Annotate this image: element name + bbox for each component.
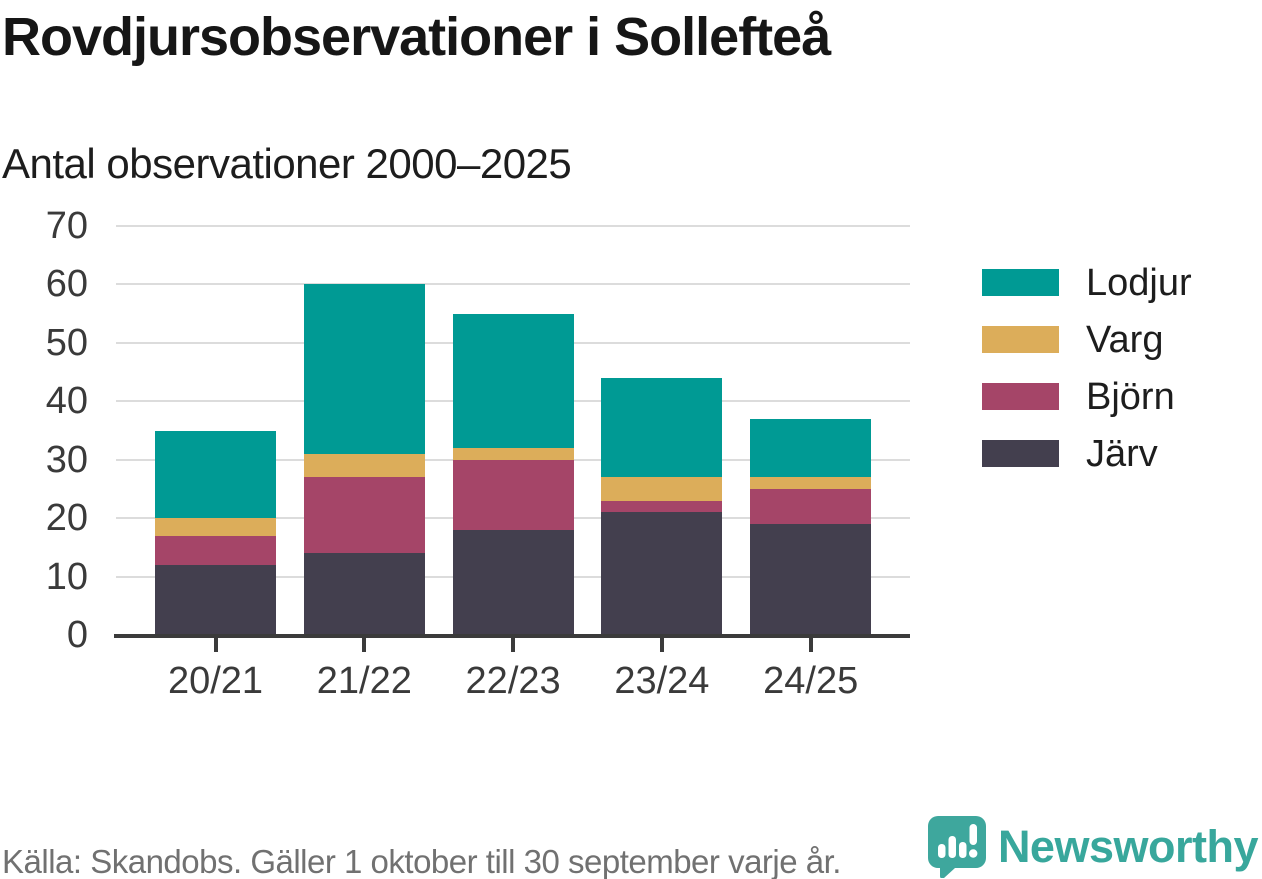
bar-segment-varg-21-22 bbox=[303, 453, 425, 478]
brand-name: Newsworthy bbox=[997, 821, 1259, 872]
y-axis-tick-label: 0 bbox=[66, 614, 88, 656]
bar-segment-järv-24-25 bbox=[750, 523, 872, 635]
x-axis-tick-label: 21/22 bbox=[316, 660, 412, 702]
bar-segment-lodjur-20-21 bbox=[155, 430, 276, 519]
x-axis-tick-label: 20/21 bbox=[167, 660, 264, 702]
bar-segment-järv-21-22 bbox=[303, 553, 425, 635]
x-axis-tick-label: 24/25 bbox=[763, 660, 859, 702]
x-axis-line bbox=[114, 634, 910, 638]
legend-item-järv: Järv bbox=[982, 435, 1192, 473]
legend-item-varg: Varg bbox=[982, 321, 1192, 359]
legend-swatch-lodjur bbox=[982, 269, 1059, 296]
legend-item-lodjur: Lodjur bbox=[982, 264, 1192, 302]
x-axis-tick-label: 22/23 bbox=[465, 660, 561, 702]
legend-label: Varg bbox=[1086, 318, 1164, 361]
source-note: Källa: Skandobs. Gäller 1 oktober till 3… bbox=[2, 843, 841, 879]
legend-swatch-varg bbox=[982, 326, 1059, 353]
y-axis-tick-label: 60 bbox=[45, 263, 88, 306]
bar-segment-varg-23-24 bbox=[601, 477, 723, 501]
y-axis-tick-label: 40 bbox=[45, 380, 88, 423]
newsworthy-logo-icon bbox=[927, 816, 986, 878]
legend: Lodjur Varg Björn Järv bbox=[982, 264, 1192, 497]
bar-segment-björn-24-25 bbox=[750, 488, 872, 524]
legend-label: Lodjur bbox=[1086, 261, 1192, 304]
x-axis-tick bbox=[213, 637, 218, 652]
bar-segment-varg-24-25 bbox=[750, 477, 872, 489]
bar-segment-varg-22-23 bbox=[452, 448, 574, 460]
bar-segment-björn-20-21 bbox=[155, 535, 276, 565]
y-axis-tick-label: 10 bbox=[45, 555, 88, 598]
bar-segment-varg-20-21 bbox=[155, 518, 276, 536]
chart-subtitle: Antal observationer 2000–2025 bbox=[2, 140, 572, 187]
bar-segment-lodjur-23-24 bbox=[601, 377, 723, 478]
x-axis-tick bbox=[511, 637, 516, 652]
bar-segment-björn-23-24 bbox=[601, 500, 723, 513]
brand: Newsworthy bbox=[927, 816, 1259, 878]
bar-segment-björn-21-22 bbox=[303, 477, 425, 554]
x-axis-tick bbox=[362, 637, 367, 652]
legend-swatch-järv bbox=[982, 440, 1059, 467]
legend-label: Järv bbox=[1086, 432, 1158, 475]
y-axis-tick-label: 30 bbox=[45, 438, 88, 481]
x-axis-tick bbox=[808, 637, 813, 652]
bar-segment-järv-23-24 bbox=[601, 512, 723, 635]
bar-segment-lodjur-21-22 bbox=[303, 284, 425, 454]
legend-item-björn: Björn bbox=[982, 378, 1192, 416]
gridline-y70 bbox=[116, 225, 910, 227]
y-axis-tick-label: 50 bbox=[45, 321, 88, 364]
y-axis-tick-label: 20 bbox=[45, 497, 88, 540]
x-axis-tick-label: 23/24 bbox=[614, 660, 710, 702]
x-axis-tick bbox=[659, 637, 664, 652]
chart-title: Rovdjursobservationer i Sollefteå bbox=[2, 7, 831, 67]
bar-segment-järv-20-21 bbox=[155, 564, 276, 635]
gridline-y60 bbox=[116, 283, 910, 286]
y-axis-tick-label: 70 bbox=[45, 205, 88, 247]
bar-segment-lodjur-22-23 bbox=[452, 313, 574, 449]
legend-label: Björn bbox=[1086, 375, 1175, 418]
bar-segment-björn-22-23 bbox=[452, 459, 574, 530]
bar-segment-lodjur-24-25 bbox=[750, 418, 872, 478]
legend-swatch-björn bbox=[982, 383, 1059, 410]
bar-segment-järv-22-23 bbox=[452, 529, 574, 635]
